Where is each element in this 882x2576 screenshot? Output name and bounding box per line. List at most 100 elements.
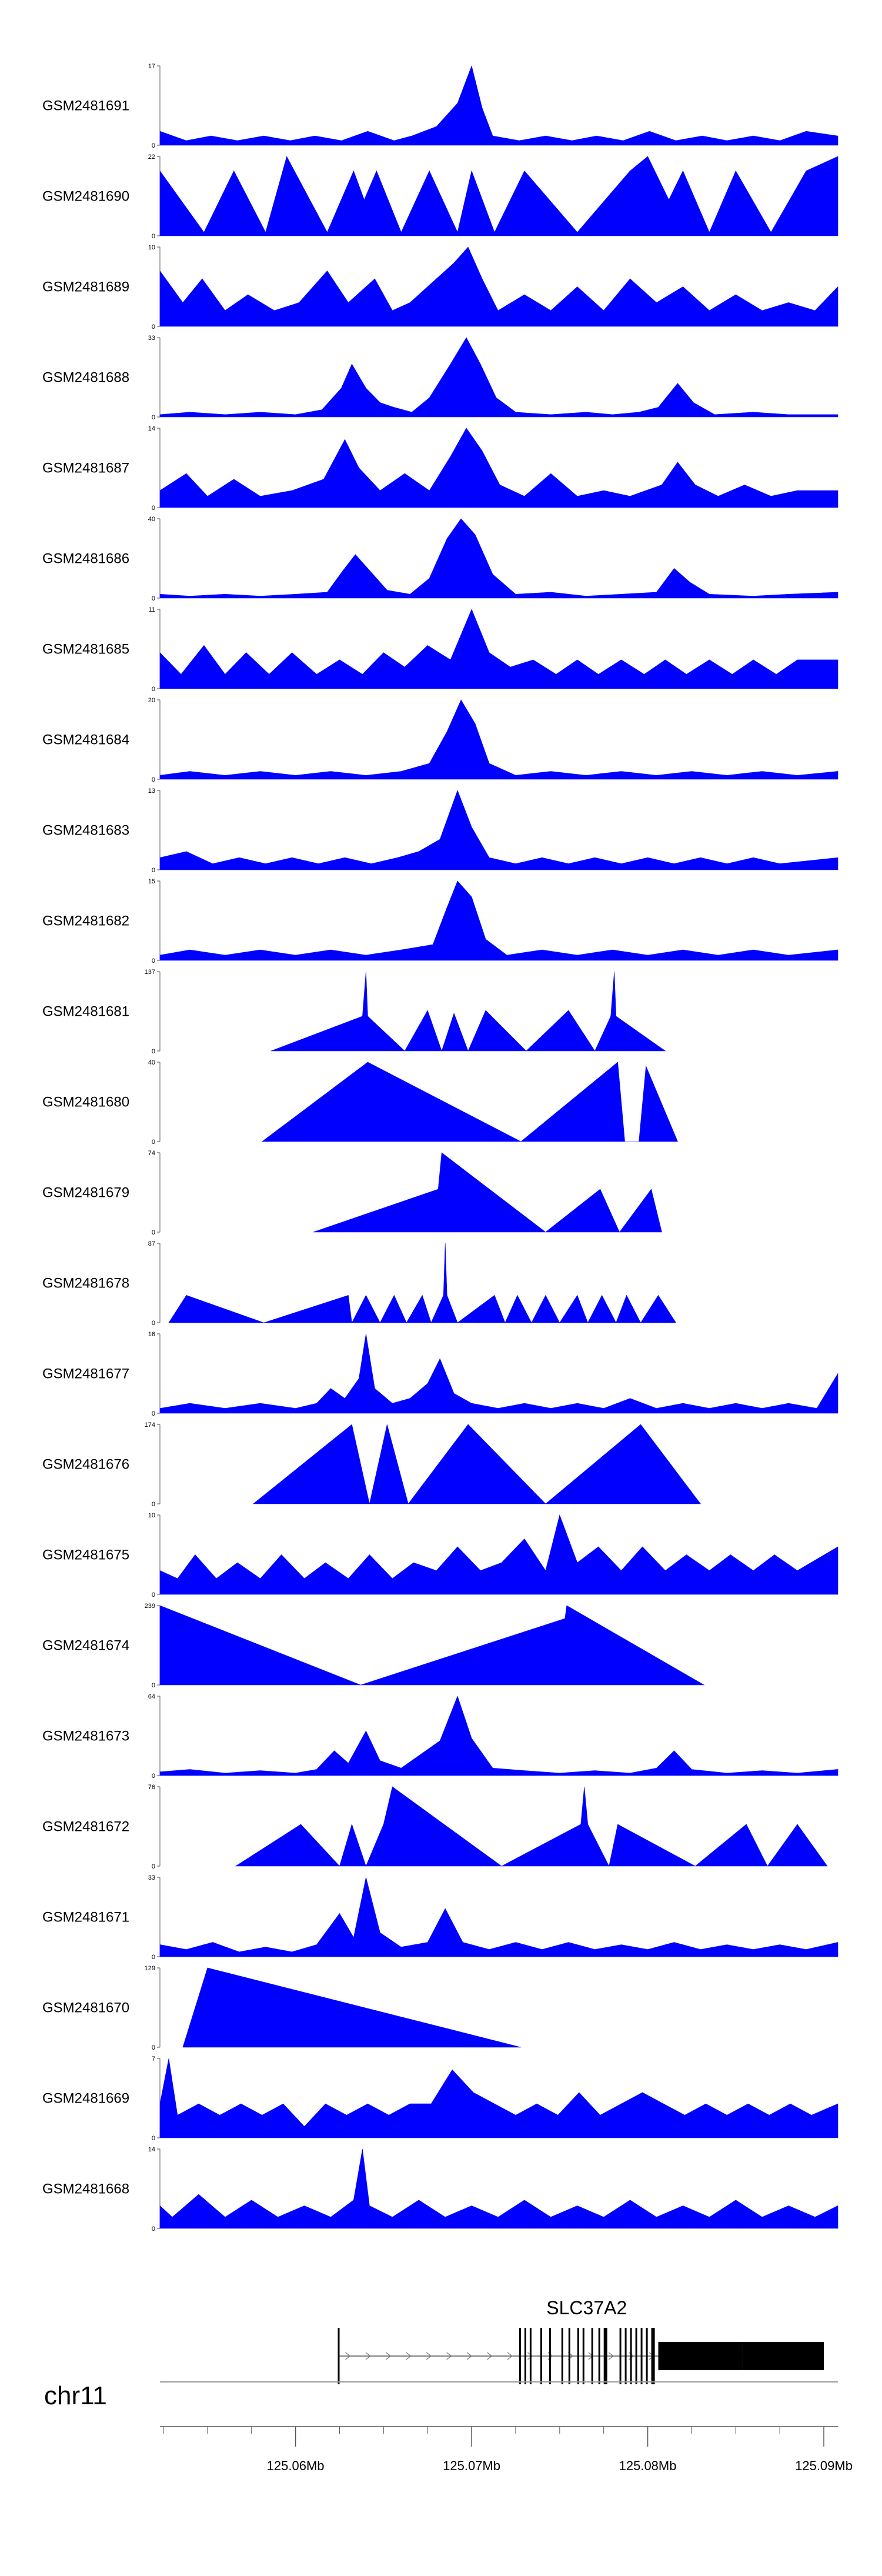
- strand-arrow: [608, 2352, 614, 2360]
- coverage-area: [159, 428, 838, 508]
- strand-arrow: [466, 2352, 473, 2360]
- coverage-area: [159, 337, 838, 418]
- track-GSM2481677: GSM2481677 16 0: [42, 1331, 838, 1417]
- coverage-area: [159, 518, 838, 599]
- track-GSM2481673: GSM2481673 64 0: [42, 1693, 838, 1780]
- track-GSM2481684: GSM2481684 20 0: [42, 697, 838, 783]
- track-label: GSM2481683: [42, 823, 129, 839]
- gene-exon: [630, 2328, 632, 2384]
- track-GSM2481691: GSM2481691 17 0: [42, 63, 838, 149]
- track-label: GSM2481685: [42, 642, 129, 658]
- y-zero-label: 0: [152, 2225, 155, 2233]
- track-label: GSM2481668: [42, 2181, 129, 2197]
- x-tick-label: 125.07Mb: [443, 2458, 500, 2473]
- strand-arrow: [487, 2352, 493, 2360]
- coverage-area: [159, 880, 838, 961]
- y-max-label: 11: [149, 606, 155, 613]
- gene-exon: [598, 2328, 600, 2384]
- gene-exon: [561, 2328, 563, 2384]
- track-label: GSM2481682: [42, 913, 129, 929]
- track-label: GSM2481691: [42, 98, 129, 114]
- y-zero-label: 0: [152, 1410, 155, 1417]
- coverage-area: [159, 156, 838, 236]
- y-max-label: 129: [145, 1965, 155, 1972]
- coverage-area: [270, 971, 666, 1052]
- y-max-label: 13: [148, 788, 155, 795]
- gene-exon: [529, 2328, 532, 2384]
- chromosome-axis: chr11 125.06Mb 125.07Mb 125.08Mb 125.09Mb: [44, 2381, 853, 2473]
- strand-arrow: [588, 2352, 594, 2360]
- gene-exon: [603, 2328, 607, 2384]
- coverage-area: [313, 1152, 662, 1233]
- track-GSM2481685: GSM2481685 11 0: [42, 606, 838, 693]
- strand-arrow: [345, 2352, 351, 2360]
- gene-exon: [524, 2328, 526, 2384]
- strand-arrow: [385, 2352, 392, 2360]
- y-max-label: 137: [145, 969, 155, 976]
- track-GSM2481676: GSM2481676 174 0: [42, 1422, 701, 1508]
- coverage-area: [159, 2148, 838, 2229]
- coverage-tracks: GSM2481691170GSM2481690220GSM2481689100G…: [42, 63, 838, 2233]
- track-GSM2481671: GSM2481671 33 0: [42, 1874, 838, 1961]
- y-max-label: 40: [148, 1059, 155, 1066]
- coverage-area: [159, 699, 838, 780]
- y-max-label: 40: [148, 516, 155, 523]
- y-max-label: 22: [148, 154, 155, 161]
- coverage-area: [159, 790, 838, 870]
- track-GSM2481678: GSM2481678 87 0: [42, 1240, 677, 1327]
- coverage-area: [159, 246, 838, 327]
- coverage-area: [159, 1696, 838, 1776]
- y-max-label: 14: [148, 425, 155, 432]
- track-label: GSM2481690: [42, 189, 129, 205]
- track-GSM2481680: GSM2481680 40 0: [42, 1059, 678, 1146]
- y-zero-label: 0: [152, 233, 155, 240]
- track-label: GSM2481687: [42, 461, 129, 476]
- y-zero-label: 0: [152, 414, 155, 421]
- track-label: GSM2481688: [42, 370, 129, 386]
- gene-name: SLC37A2: [546, 2297, 627, 2318]
- track-label: GSM2481686: [42, 551, 129, 567]
- y-zero-label: 0: [152, 1229, 155, 1236]
- y-zero-label: 0: [152, 1863, 155, 1870]
- track-label: GSM2481677: [42, 1366, 129, 1382]
- track-GSM2481670: GSM2481670 129 0: [42, 1965, 521, 2051]
- track-label: GSM2481675: [42, 1547, 129, 1563]
- y-zero-label: 0: [152, 323, 155, 331]
- track-GSM2481679: GSM2481679 74 0: [42, 1150, 662, 1236]
- y-max-label: 17: [148, 63, 155, 70]
- y-zero-label: 0: [152, 1139, 155, 1146]
- y-max-label: 16: [148, 1331, 155, 1338]
- y-max-label: 10: [148, 244, 155, 251]
- track-GSM2481672: GSM2481672 76 0: [42, 1784, 828, 1870]
- y-zero-label: 0: [152, 1320, 155, 1327]
- y-zero-label: 0: [152, 1954, 155, 1961]
- gene-exon: [338, 2328, 340, 2384]
- coverage-area: [159, 1605, 705, 1686]
- track-label: GSM2481684: [42, 732, 129, 748]
- track-label: GSM2481672: [42, 1819, 129, 1835]
- gene-exon: [591, 2328, 593, 2384]
- y-zero-label: 0: [152, 686, 155, 693]
- track-label: GSM2481676: [42, 1457, 129, 1473]
- strand-arrow: [406, 2352, 412, 2360]
- track-GSM2481681: GSM2481681 137 0: [42, 969, 666, 1055]
- coverage-area: [159, 1877, 838, 1957]
- y-max-label: 74: [148, 1150, 155, 1157]
- gene-exon: [577, 2328, 579, 2384]
- y-max-label: 174: [145, 1422, 155, 1429]
- gene-exon: [743, 2342, 824, 2370]
- track-GSM2481686: GSM2481686 40 0: [42, 516, 838, 602]
- y-max-label: 20: [148, 697, 155, 704]
- track-GSM2481688: GSM2481688 33 0: [42, 335, 838, 421]
- y-zero-label: 0: [152, 1048, 155, 1055]
- gene-exon: [635, 2328, 637, 2384]
- y-zero-label: 0: [152, 1501, 155, 1508]
- strand-arrow: [426, 2352, 432, 2360]
- coverage-area: [261, 1062, 678, 1142]
- track-label: GSM2481671: [42, 1910, 129, 1926]
- y-zero-label: 0: [152, 595, 155, 602]
- y-zero-label: 0: [152, 1591, 155, 1599]
- track-GSM2481687: GSM2481687 14 0: [42, 425, 838, 512]
- gene-exon: [582, 2328, 584, 2384]
